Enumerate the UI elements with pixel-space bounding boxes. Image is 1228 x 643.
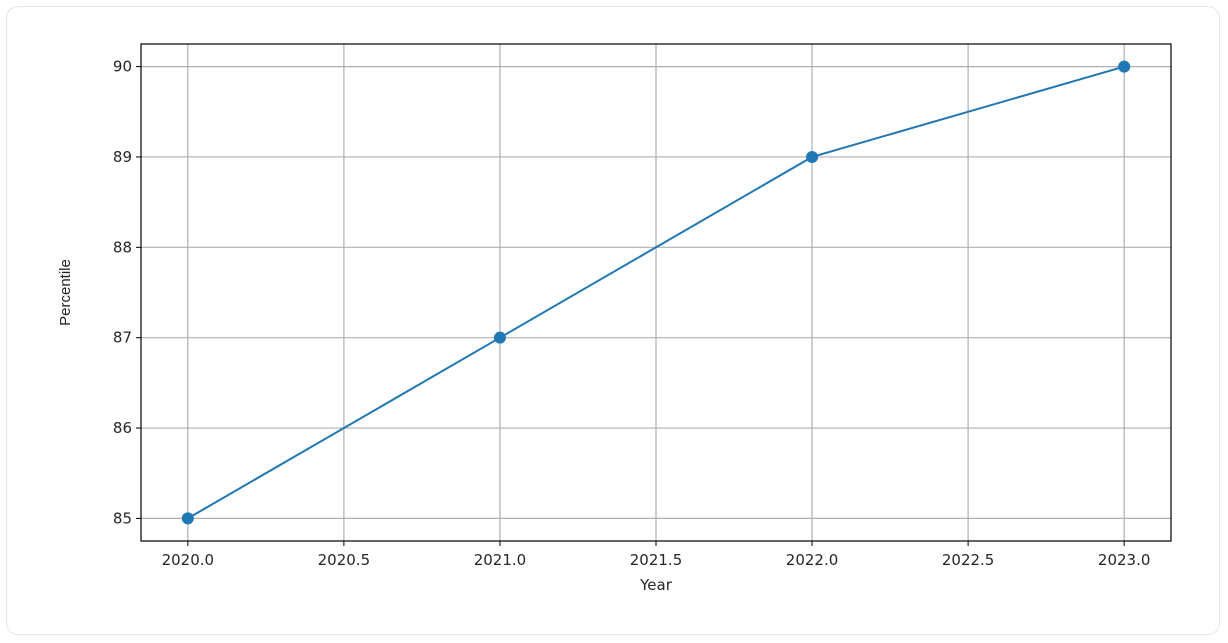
y-tick-label: 90 xyxy=(113,58,132,76)
grid-lines xyxy=(141,44,1171,541)
y-tick-label: 86 xyxy=(113,419,132,437)
x-tick-label: 2022.5 xyxy=(942,551,995,569)
series-line xyxy=(187,65,1125,520)
y-tick-label: 88 xyxy=(113,238,132,256)
y-tick-label: 87 xyxy=(113,329,132,347)
data-point xyxy=(493,331,506,344)
y-tick-label: 85 xyxy=(113,509,132,527)
data-point xyxy=(806,150,819,163)
x-tick-label: 2023.0 xyxy=(1098,551,1151,569)
x-tick-label: 2021.0 xyxy=(474,551,527,569)
x-tick-label: 2020.5 xyxy=(318,551,371,569)
x-axis-label: Year xyxy=(639,576,673,594)
y-axis-label: Percentile xyxy=(57,259,74,326)
x-tick-label: 2022.0 xyxy=(786,551,839,569)
y-tick-label: 89 xyxy=(113,148,132,166)
x-tick-label: 2021.5 xyxy=(630,551,683,569)
x-axis-ticks: 2020.0 2020.5 2021.0 2021.5 2022.0 2022.5 2023… xyxy=(162,541,1151,569)
y-axis-ticks: 85 86 87 88 89 90 xyxy=(113,58,141,527)
series-layer xyxy=(181,60,1131,525)
data-point xyxy=(181,512,194,525)
chart-card xyxy=(6,6,1220,635)
data-point xyxy=(1118,60,1131,73)
x-tick-label: 2020.0 xyxy=(162,551,215,569)
